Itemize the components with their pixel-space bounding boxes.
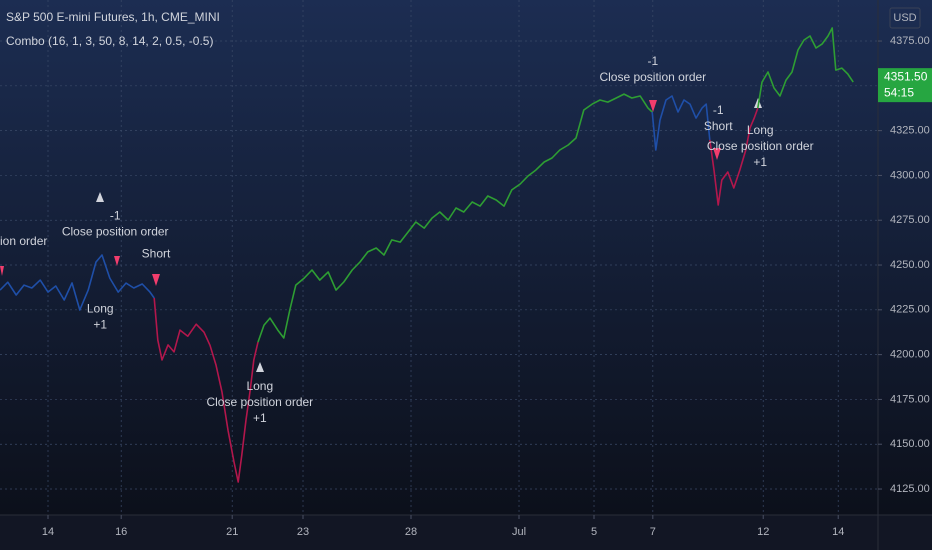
x-tick-label: 5 [591, 526, 597, 538]
trade-label: Close position order [707, 139, 814, 153]
arrow [256, 362, 264, 372]
y-tick-label: 4325.00 [890, 125, 930, 137]
x-tick-label: 7 [650, 526, 656, 538]
trade-label: -1 [647, 54, 658, 68]
last-price-box [878, 68, 932, 103]
trade-label: Short [704, 119, 733, 133]
chart-title: S&P 500 E-mini Futures, 1h, CME_MINI [6, 10, 220, 24]
y-tick-label: 4375.00 [890, 35, 930, 47]
plot-area [0, 27, 854, 483]
arrow [114, 256, 120, 266]
x-tick-label: Jul [512, 526, 526, 538]
y-tick-label: 4250.00 [890, 259, 930, 271]
arrow [96, 192, 104, 202]
trade-label: Long [87, 301, 114, 315]
x-tick-label: 14 [832, 526, 844, 538]
x-tick-label: 28 [405, 526, 417, 538]
price-line [257, 93, 653, 343]
x-tick-label: 23 [297, 526, 309, 538]
arrow [713, 148, 721, 160]
arrow [0, 266, 4, 276]
trade-label: Close position order [206, 395, 313, 409]
trade-label: Close position order [0, 234, 47, 248]
last-price: 4351.50 [884, 69, 928, 83]
trade-label: Long [246, 379, 273, 393]
price-line [0, 254, 155, 311]
trade-label: +1 [753, 155, 767, 169]
y-tick-label: 4150.00 [890, 438, 930, 450]
trade-label: +1 [93, 317, 107, 331]
trade-label: -1 [713, 103, 724, 117]
indicator-label: Combo (16, 1, 3, 50, 8, 14, 2, 0.5, -0.5… [6, 34, 213, 48]
y-tick-label: 4225.00 [890, 304, 930, 316]
price-line [651, 95, 711, 151]
currency[interactable]: USD [893, 12, 916, 24]
trade-label: Close position order [62, 224, 169, 238]
price-line [757, 27, 854, 109]
y-tick-label: 4175.00 [890, 393, 930, 405]
trade-label: +1 [253, 411, 267, 425]
signal-arrows [0, 100, 721, 286]
price-line [709, 107, 759, 206]
x-tick-label: 21 [226, 526, 238, 538]
trade-label: Short [142, 246, 171, 260]
x-tick-label: 12 [757, 526, 769, 538]
y-tick-label: 4300.00 [890, 169, 930, 181]
y-tick-label: 4125.00 [890, 483, 930, 495]
arrow [152, 274, 160, 286]
arrow [649, 100, 657, 112]
trade-label: Long [747, 123, 774, 137]
x-tick-label: 14 [42, 526, 54, 538]
grid [0, 0, 878, 515]
price-line [153, 297, 259, 483]
countdown: 54:15 [884, 85, 914, 99]
trade-label: -1 [110, 208, 121, 222]
x-axis-band [0, 515, 932, 550]
trade-label: Close position order [599, 70, 706, 84]
annotations: -1 Close position order -1 Close position o… [0, 54, 814, 425]
y-tick-label: 4200.00 [890, 349, 930, 361]
x-tick-label: 16 [115, 526, 127, 538]
y-tick-label: 4275.00 [890, 214, 930, 226]
axes: 4125.00 4150.00 4175.00 4200.00 4225.00 4250.… [42, 35, 932, 538]
currency-box[interactable] [889, 7, 921, 29]
